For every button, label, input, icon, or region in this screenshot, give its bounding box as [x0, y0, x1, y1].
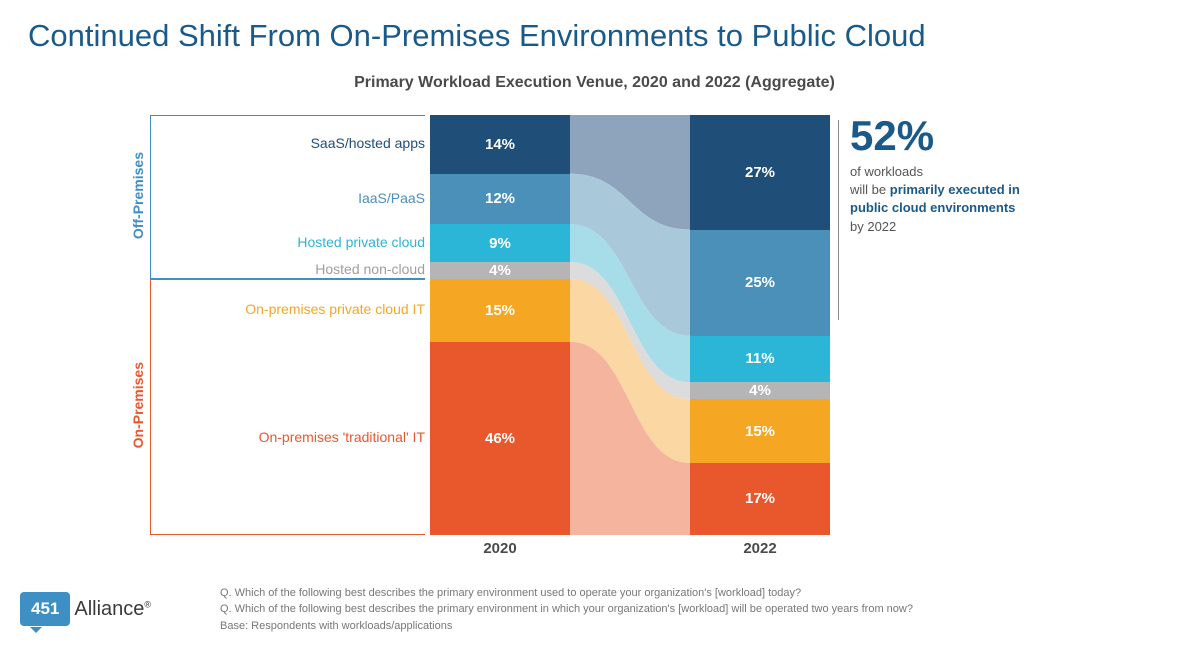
footer-base: Base: Respondents with workloads/applica… — [220, 618, 913, 635]
bar-column-2022: 27%25%11%4%15%17% — [690, 115, 830, 535]
chart-subtitle: Primary Workload Execution Venue, 2020 a… — [0, 74, 1189, 92]
category-label: SaaS/hosted apps — [311, 135, 425, 151]
segment-iaas: 25% — [690, 230, 830, 336]
group-axis-label: Off-Premises — [130, 152, 146, 239]
callout-percent: 52% — [850, 115, 1020, 157]
segment-saas: 27% — [690, 115, 830, 230]
segment-hnc: 4% — [430, 262, 570, 279]
footer-q2: Q. Which of the following best describes… — [220, 601, 913, 618]
segment-iaas: 12% — [430, 174, 570, 224]
segment-oppc: 15% — [690, 399, 830, 463]
x-axis-label: 2022 — [690, 540, 830, 557]
segment-oppc: 15% — [430, 279, 570, 342]
segment-hnc: 4% — [690, 382, 830, 399]
callout-text: of workloadswill be primarily executed i… — [850, 163, 1020, 236]
category-label: Hosted non-cloud — [315, 261, 425, 277]
group-axis-label: On-Premises — [130, 362, 146, 448]
segment-saas: 14% — [430, 115, 570, 174]
category-label: On-premises private cloud IT — [245, 301, 425, 317]
bar-column-2020: 14%12%9%4%15%46% — [430, 115, 570, 535]
logo-bubble: 451 — [20, 592, 70, 626]
page-title: Continued Shift From On-Premises Environ… — [0, 0, 1189, 54]
x-axis-label: 2020 — [430, 540, 570, 557]
segment-hpc: 11% — [690, 336, 830, 383]
brand-logo: 451 Alliance® — [20, 592, 151, 626]
segment-optrad: 17% — [690, 463, 830, 535]
callout-divider — [838, 120, 839, 320]
category-label: IaaS/PaaS — [358, 190, 425, 206]
category-labels: SaaS/hosted apps IaaS/PaaS Hosted private … — [170, 115, 425, 535]
category-label: Hosted private cloud — [297, 234, 425, 250]
footer-notes: Q. Which of the following best describes… — [220, 585, 913, 635]
segment-optrad: 46% — [430, 342, 570, 535]
callout-stat: 52% of workloadswill be primarily execute… — [850, 115, 1020, 236]
logo-text: Alliance® — [74, 598, 151, 621]
segment-hpc: 9% — [430, 224, 570, 262]
category-label: On-premises 'traditional' IT — [259, 429, 425, 445]
footer-q1: Q. Which of the following best describes… — [220, 585, 913, 602]
stacked-bar-chart: 14%12%9%4%15%46%202027%25%11%4%15%17%202… — [260, 115, 950, 555]
